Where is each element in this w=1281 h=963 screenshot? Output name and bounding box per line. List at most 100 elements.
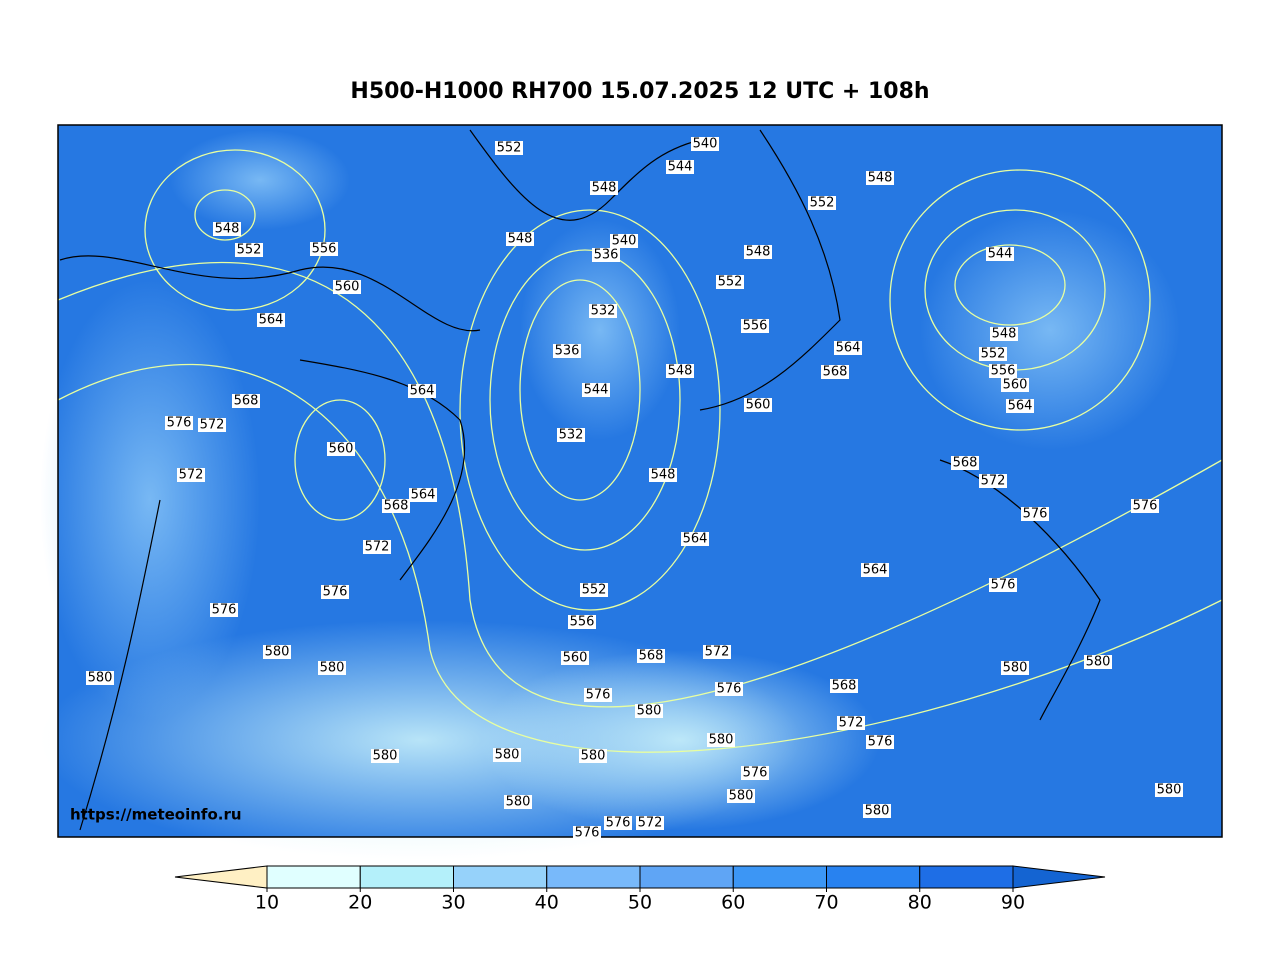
label-box: [635, 704, 663, 718]
contour-label: 564: [1008, 399, 1033, 414]
contour-label: 572: [981, 474, 1006, 489]
label-box: [1021, 507, 1049, 521]
label-box: [715, 682, 743, 696]
label-box: [382, 499, 410, 513]
contour-label: 572: [638, 816, 663, 831]
label-box: [318, 661, 346, 675]
contour-label: 564: [410, 384, 435, 399]
contour-label: 548: [592, 181, 617, 196]
label-box: [1001, 378, 1029, 392]
contour-label: 544: [584, 383, 609, 398]
label-box: [1155, 783, 1183, 797]
contour-label: 548: [992, 327, 1017, 342]
contour-label: 564: [259, 313, 284, 328]
contour-label: 580: [637, 704, 662, 719]
label-box: [210, 603, 238, 617]
colorbar-box: [266, 865, 361, 889]
contour-label: 564: [683, 532, 708, 547]
label-box: [649, 468, 677, 482]
contour-label: 552: [810, 196, 835, 211]
label-box: [584, 688, 612, 702]
contour-label: 560: [1003, 378, 1028, 393]
contour-label: 572: [705, 645, 730, 660]
label-box: [579, 749, 607, 763]
contour-label: 560: [329, 442, 354, 457]
colorbar-extend-max: [1012, 865, 1106, 889]
contour-label: 568: [234, 394, 259, 409]
label-box: [707, 733, 735, 747]
colorbar-box: [826, 865, 921, 889]
contour-label: 580: [1003, 661, 1028, 676]
label-box: [213, 222, 241, 236]
label-box: [408, 384, 436, 398]
label-box: [866, 171, 894, 185]
colorbar-box: [732, 865, 827, 889]
label-box: [681, 532, 709, 546]
label-box: [716, 275, 744, 289]
label-box: [834, 341, 862, 355]
contour-label: 556: [570, 615, 595, 630]
contour-label: 548: [508, 232, 533, 247]
label-box: [495, 141, 523, 155]
label-box: [590, 181, 618, 195]
contour-label: 536: [594, 248, 619, 263]
colorbar-tick-label: 30: [441, 892, 465, 914]
contour-label: 540: [693, 137, 718, 152]
contour-label: 572: [365, 540, 390, 555]
contour-label: 580: [265, 645, 290, 660]
contour-label: 580: [729, 789, 754, 804]
contour-label: 548: [746, 245, 771, 260]
contour-label: 552: [582, 583, 607, 598]
label-box: [727, 789, 755, 803]
contour-label: 572: [179, 468, 204, 483]
label-box: [553, 344, 581, 358]
dry-area: [920, 210, 1180, 450]
label-box: [568, 615, 596, 629]
contour-label: 576: [323, 585, 348, 600]
label-box: [990, 327, 1018, 341]
contour-label: 548: [868, 171, 893, 186]
contour-label: 580: [88, 671, 113, 686]
label-box: [744, 245, 772, 259]
contour-label: 580: [581, 749, 606, 764]
contour-label: 576: [743, 766, 768, 781]
contour-label: 568: [953, 456, 978, 471]
dry-area: [170, 130, 350, 230]
contour-label: 568: [639, 649, 664, 664]
colorbar-box: [639, 865, 734, 889]
contour-label: 544: [988, 247, 1013, 262]
label-box: [830, 679, 858, 693]
label-box: [1006, 399, 1034, 413]
label-box: [573, 826, 601, 840]
contours: [57, 149, 1223, 753]
label-box: [504, 795, 532, 809]
label-box: [198, 418, 226, 432]
label-box: [986, 247, 1014, 261]
contour-label: 548: [651, 468, 676, 483]
contour-label: 532: [591, 304, 616, 319]
dry-area: [480, 650, 880, 830]
contour-label: 580: [320, 661, 345, 676]
contour-label: 552: [237, 243, 262, 258]
label-box: [86, 671, 114, 685]
contour-label: 532: [559, 428, 584, 443]
label-box: [610, 234, 638, 248]
contour-labels: 548 552 556 560 564 568 576 572 572 560 564 568 564 5…: [86, 137, 1183, 841]
colorbar-tick-label: 80: [908, 892, 932, 914]
label-box: [637, 649, 665, 663]
contour-label: 568: [823, 365, 848, 380]
dry-area: [40, 280, 260, 720]
label-box: [636, 816, 664, 830]
label-box: [979, 474, 1007, 488]
label-box: [371, 749, 399, 763]
label-box: [1131, 499, 1159, 513]
label-box: [863, 804, 891, 818]
label-box: [808, 196, 836, 210]
contour-label: 572: [200, 418, 225, 433]
label-box: [363, 540, 391, 554]
label-box: [666, 160, 694, 174]
contour-label: 576: [1023, 507, 1048, 522]
contour-label: 564: [836, 341, 861, 356]
map-frame: [57, 124, 1223, 838]
label-box: [493, 748, 521, 762]
